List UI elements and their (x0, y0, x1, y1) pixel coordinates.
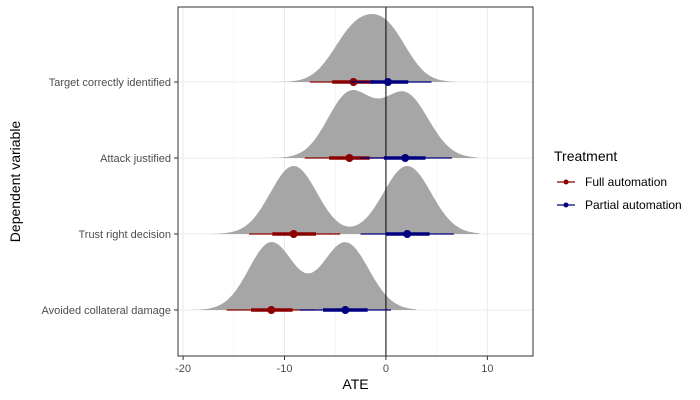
axes: ATE Dependent variable -20 -10 0 10 Target c… (7, 6, 534, 392)
point-estimate (267, 306, 276, 314)
density-layer (191, 14, 480, 310)
point-estimate (383, 78, 392, 86)
panel-border (177, 6, 534, 357)
density-ridge (213, 166, 480, 234)
density-ridge (274, 14, 457, 82)
legend: Treatment Full automation Partial automat… (554, 148, 682, 212)
point-estimate (345, 154, 354, 162)
point-estimate (401, 154, 410, 162)
y-tick-label: Avoided collateral damage (42, 305, 171, 317)
point-estimate (341, 306, 350, 314)
x-tick-label: -10 (277, 363, 293, 375)
legend-label: Full automation (585, 175, 667, 189)
legend-key-point (563, 202, 569, 208)
x-tick-label: 10 (481, 363, 493, 375)
y-axis-title: Dependent variable (7, 121, 23, 243)
x-axis-title: ATE (342, 376, 368, 392)
legend-label: Partial automation (585, 198, 682, 212)
y-tick-label: Target correctly identified (49, 77, 171, 89)
density-ridge (191, 242, 417, 310)
y-tick-label: Attack justified (100, 153, 171, 165)
legend-title: Treatment (554, 148, 617, 164)
interval-layer (226, 78, 454, 314)
point-estimate (403, 230, 412, 238)
y-tick-label: Trust right decision (78, 229, 171, 241)
legend-key-point (563, 179, 569, 185)
density-ridge (269, 90, 478, 158)
point-estimate (289, 230, 298, 238)
x-tick-label: -20 (175, 363, 191, 375)
x-tick-label: 0 (383, 363, 389, 375)
